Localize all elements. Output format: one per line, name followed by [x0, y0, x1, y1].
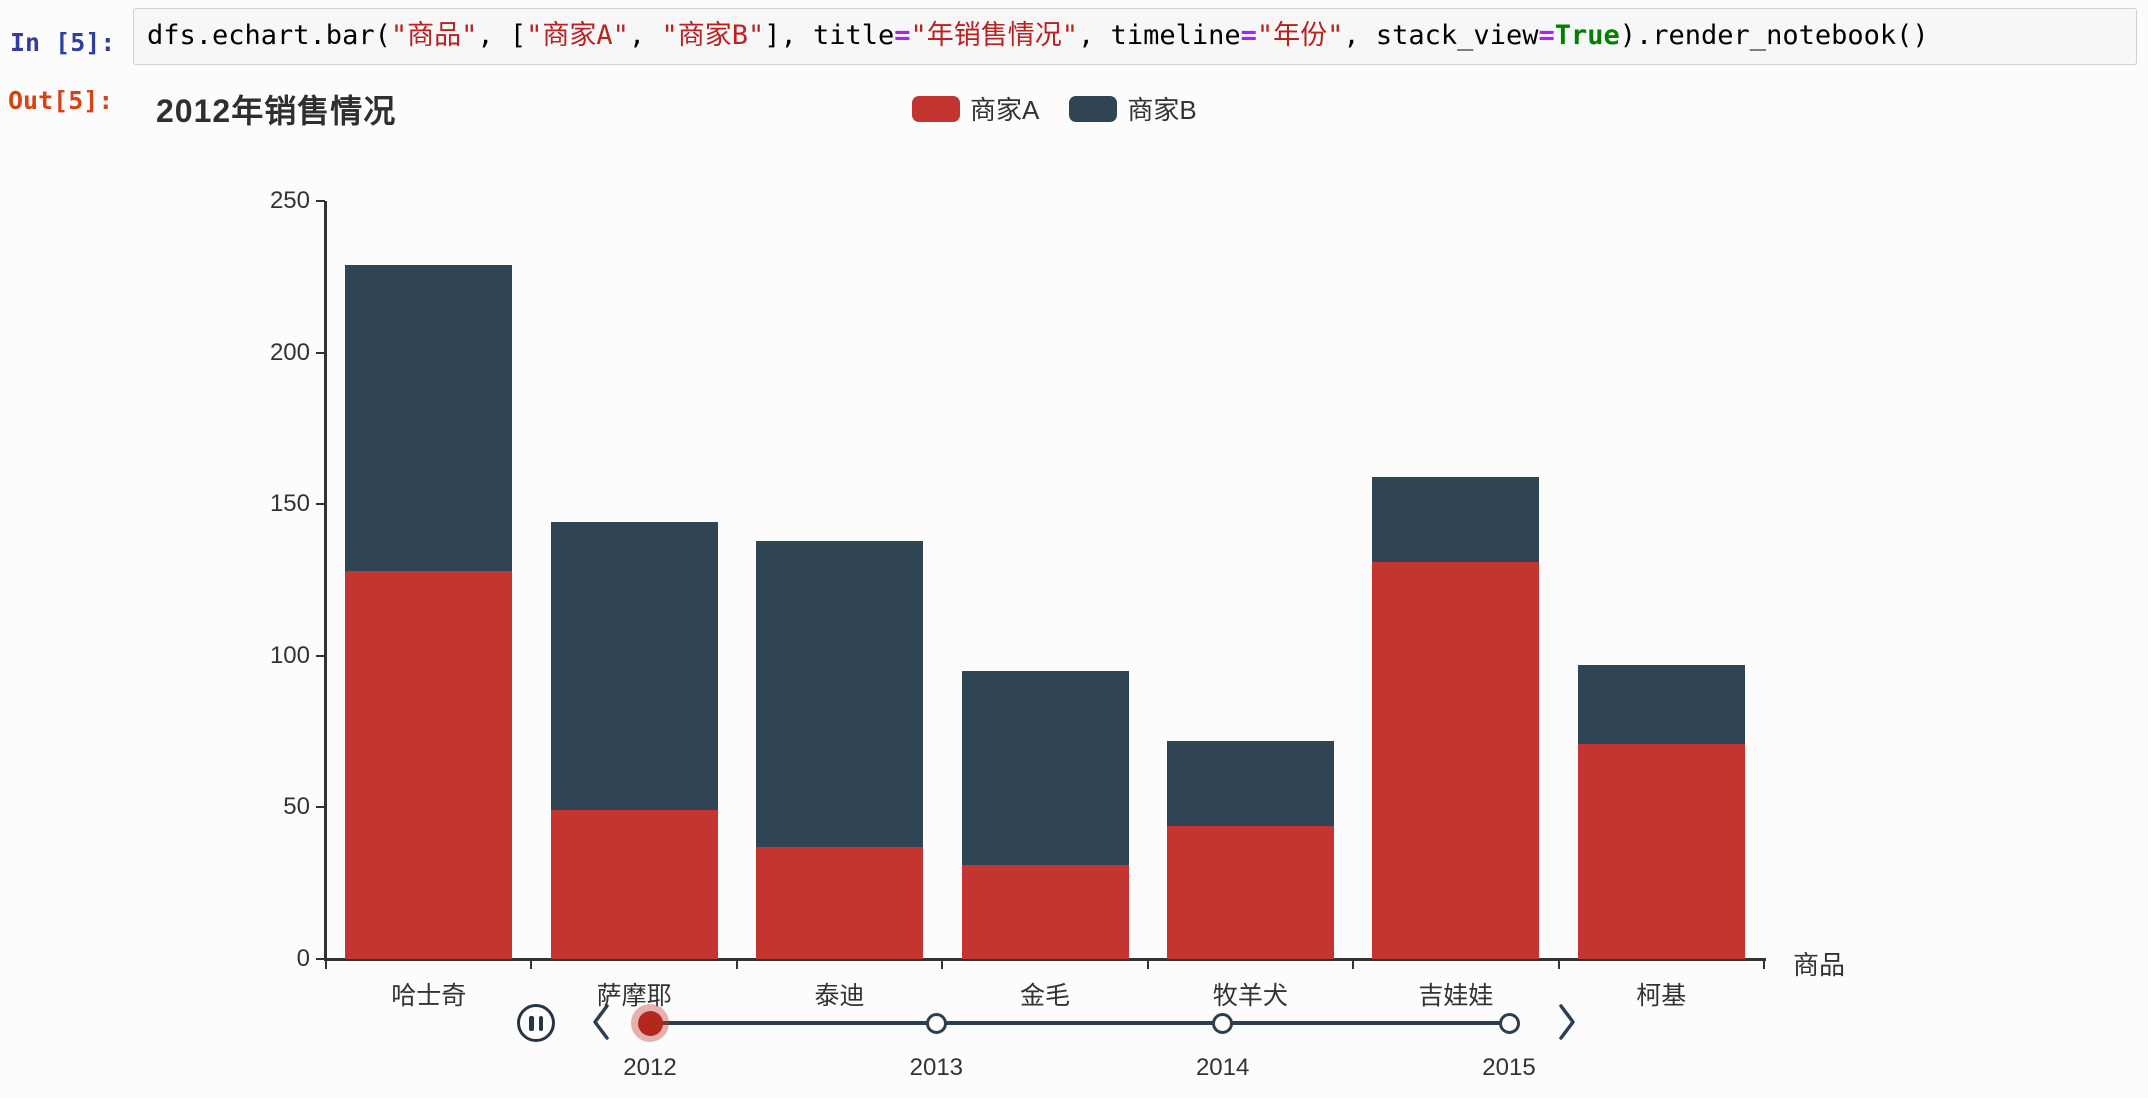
x-category-label: 萨摩耶	[596, 982, 672, 1010]
code-token-operator: =	[1538, 20, 1555, 51]
x-axis-tick	[1763, 960, 1765, 969]
x-axis-tick	[1146, 960, 1149, 969]
timeline-prev-button[interactable]	[590, 1002, 612, 1042]
y-tick-label: 0	[296, 945, 310, 972]
timeline-node-2014[interactable]	[1212, 1012, 1234, 1034]
bar-segment-series-b	[756, 540, 924, 847]
y-tick-label: 250	[269, 187, 310, 214]
code-token-plain: , stack_view	[1343, 20, 1539, 51]
y-tick-label: 100	[269, 641, 310, 669]
timeline-track[interactable]	[650, 1021, 1509, 1025]
x-axis-tick	[1557, 960, 1560, 969]
bar-segment-series-a	[756, 846, 924, 959]
legend-swatch-icon	[912, 95, 960, 122]
x-axis-line	[324, 958, 1766, 961]
bar-segment-series-a	[550, 810, 718, 959]
y-axis-tick	[316, 200, 325, 202]
bar-segment-series-a	[1372, 561, 1540, 959]
y-axis-tick	[316, 503, 325, 506]
code-token-string: "年份"	[1256, 20, 1344, 51]
input-prompt: In [5]:	[10, 28, 116, 57]
x-axis-tick	[530, 960, 533, 969]
x-category-label: 柯基	[1636, 982, 1687, 1010]
pause-icon	[538, 1015, 543, 1031]
bar-segment-series-a	[1577, 743, 1745, 959]
code-token-string: "年销售情况"	[910, 20, 1079, 51]
code-token-string: "商品"	[390, 20, 478, 51]
y-tick-label: 200	[269, 338, 310, 366]
y-tick-label: 50	[283, 793, 310, 821]
timeline-node-2013[interactable]	[925, 1012, 947, 1034]
y-axis-tick	[316, 654, 325, 657]
timeline-node-2012[interactable]	[637, 1010, 663, 1036]
x-category-label: 牧羊犬	[1212, 982, 1288, 1010]
chart-title: 2012年销售情况	[156, 93, 397, 129]
bar-segment-series-a	[961, 865, 1129, 959]
x-axis-tick	[941, 960, 944, 969]
y-axis-tick	[316, 958, 325, 960]
code-token-plain: ], title	[764, 20, 895, 51]
code-token-plain: , timeline	[1078, 20, 1241, 51]
legend-item-series-1[interactable]: 商家B	[1069, 90, 1197, 127]
y-axis-tick	[316, 351, 325, 354]
x-category-label: 哈士奇	[391, 982, 467, 1010]
chevron-left-icon	[593, 1004, 609, 1040]
pause-button[interactable]	[517, 1004, 555, 1042]
code-line: dfs.echart.bar("商品", ["商家A", "商家B"], tit…	[134, 9, 2136, 63]
code-cell[interactable]: dfs.echart.bar("商品", ["商家A", "商家B"], tit…	[133, 8, 2137, 65]
bar-segment-series-b	[1372, 476, 1540, 562]
legend-label: 商家A	[970, 95, 1040, 125]
bar-segment-series-b	[1577, 664, 1745, 744]
timeline-year-label: 2015	[1482, 1054, 1536, 1081]
x-category-label: 吉娃娃	[1418, 982, 1494, 1010]
y-axis-line	[324, 201, 327, 959]
code-token-operator: =	[1240, 20, 1257, 51]
x-category-label: 泰迪	[814, 982, 865, 1010]
pause-icon	[529, 1015, 534, 1031]
timeline-year-label: 2013	[909, 1054, 964, 1081]
code-token-keyword: True	[1554, 20, 1620, 51]
timeline-year-label: 2012	[623, 1054, 677, 1081]
code-token-plain: ,	[628, 20, 662, 51]
y-axis-tick	[316, 806, 325, 809]
bar-segment-series-a	[1166, 825, 1334, 959]
x-axis-tick	[1352, 960, 1355, 969]
bar-segment-series-a	[345, 570, 513, 959]
chart-legend: 商家A 商家B	[912, 90, 1197, 127]
code-token-plain: , [	[477, 20, 527, 51]
legend-label: 商家B	[1127, 95, 1197, 125]
bar-segment-series-b	[550, 522, 718, 811]
x-category-label: 金毛	[1019, 982, 1070, 1010]
chevron-right-icon	[1559, 1004, 1575, 1040]
code-token-string: "商家B"	[661, 20, 765, 51]
x-axis-tick	[325, 960, 327, 969]
timeline-year-label: 2014	[1195, 1054, 1250, 1081]
code-token-plain: ).render_notebook()	[1619, 20, 1929, 51]
legend-item-series-0[interactable]: 商家A	[912, 90, 1039, 127]
output-prompt: Out[5]:	[8, 86, 114, 115]
x-axis-name: 商品	[1793, 950, 1846, 980]
bar-segment-series-b	[1166, 740, 1334, 826]
code-token-operator: =	[894, 20, 911, 51]
timeline-node-2015[interactable]	[1498, 1012, 1520, 1034]
code-token-plain: dfs.echart.bar(	[147, 20, 391, 51]
code-token-string: "商家A"	[526, 20, 629, 51]
y-tick-label: 150	[269, 490, 310, 518]
bar-segment-series-b	[345, 264, 513, 571]
legend-swatch-icon	[1069, 95, 1118, 122]
x-axis-tick	[735, 960, 738, 969]
bar-segment-series-b	[961, 670, 1129, 865]
timeline-next-button[interactable]	[1556, 1002, 1578, 1042]
